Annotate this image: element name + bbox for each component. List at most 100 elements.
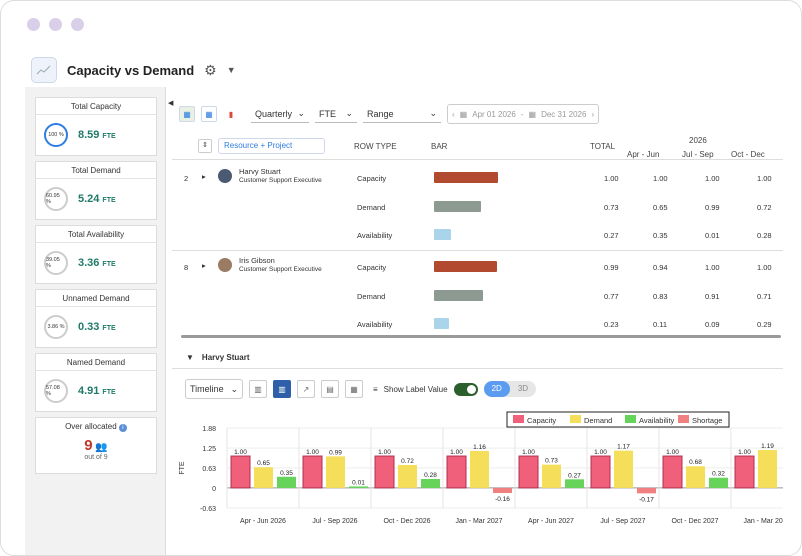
chevron-down-icon[interactable]: ▼ xyxy=(226,65,236,75)
data-label: 0.28 xyxy=(424,472,437,479)
data-label: 1.00 xyxy=(306,449,319,456)
window-dot[interactable] xyxy=(71,18,84,31)
horizontal-scrollbar[interactable] xyxy=(181,335,781,338)
data-label: 1.00 xyxy=(450,449,463,456)
kpi-unit: FTE xyxy=(102,197,116,204)
chevron-left-icon[interactable]: ‹ xyxy=(452,109,455,119)
grid-header: ⇕ Resource + Project ROW TYPE BAR TOTAL … xyxy=(172,133,783,160)
gear-icon[interactable]: ⚙ xyxy=(204,61,217,78)
q3-value: 0.28 xyxy=(757,231,772,240)
data-label: 1.00 xyxy=(594,449,607,456)
q1-value: 0.65 xyxy=(653,203,668,212)
y-tick-label: 1.88 xyxy=(202,426,216,433)
collapse-arrow-icon[interactable]: ◀ xyxy=(168,100,174,107)
chart-bar-capacity xyxy=(302,455,323,489)
data-label: 1.00 xyxy=(234,449,247,456)
chart-bar-demand xyxy=(758,449,777,488)
x-tick-label: Apr - Jun 2027 xyxy=(528,518,574,525)
kpi-value: 4.91 xyxy=(78,385,100,397)
unit-label: FTE xyxy=(319,108,336,119)
avatar xyxy=(218,169,232,183)
kpi-card-total-availability: Total Availability 39.05 % 3.36 FTE xyxy=(35,225,157,284)
demand-bar xyxy=(434,201,481,212)
total-value: 0.77 xyxy=(604,292,619,301)
detail-header: ▼ Harvy Stuart xyxy=(172,347,783,369)
legend-swatch xyxy=(570,415,581,423)
stacked-bar-icon[interactable]: ▦ xyxy=(345,380,363,398)
kpi-card-over-allocated: Over allocated i 9 👥 out of 9 xyxy=(35,417,157,474)
window-controls xyxy=(27,18,84,31)
chevron-right-icon[interactable]: › xyxy=(591,109,595,119)
grid-chart-view-icon[interactable]: ▦ xyxy=(179,106,195,122)
line-chart-icon[interactable]: ↗ xyxy=(297,380,315,398)
over-allocated-count: 9 xyxy=(84,437,93,454)
kpi-card-named-demand: Named Demand 57.08 % 4.91 FTE xyxy=(35,353,157,412)
bar-chart-icon[interactable]: ▥ xyxy=(249,380,267,398)
legend-label: Demand xyxy=(584,416,612,425)
person-name: Harvy Stuart xyxy=(239,167,281,176)
2d-option[interactable]: 2D xyxy=(483,381,510,397)
over-allocated-sub: out of 9 xyxy=(84,454,108,461)
legend-swatch xyxy=(678,415,689,423)
col-total: TOTAL xyxy=(590,142,616,151)
chevron-down-icon: ⌄ xyxy=(345,108,353,118)
date-range-picker[interactable]: ‹ ▦ Apr 01 2026 - ▦ Dec 31 2026 › xyxy=(447,104,600,124)
window-dot[interactable] xyxy=(49,18,62,31)
grid-view-icon[interactable]: ▦ xyxy=(201,106,217,122)
pane-divider[interactable] xyxy=(165,87,166,555)
q2-value: 1.00 xyxy=(705,174,720,183)
availability-bar xyxy=(434,229,451,240)
3d-option[interactable]: 3D xyxy=(517,384,529,393)
legend-swatch xyxy=(513,415,524,423)
view-select[interactable]: Timeline ⌄ xyxy=(185,379,243,399)
availability-bar xyxy=(434,318,449,329)
group-by-select[interactable]: Resource + Project xyxy=(218,138,325,154)
kpi-ring: 60.95 % xyxy=(44,187,68,211)
chart-bar-demand xyxy=(326,456,345,488)
timeline-chart: Capacity Demand Availability Shortage 1.88 1.… xyxy=(172,408,791,528)
data-label: 0.68 xyxy=(689,459,702,466)
chart-bar-availability xyxy=(349,486,368,488)
chart-view-icon[interactable]: ▮ xyxy=(228,109,234,119)
show-label-toggle[interactable] xyxy=(453,382,478,396)
total-value: 0.23 xyxy=(604,320,619,329)
q1-value: 0.35 xyxy=(653,231,668,240)
info-icon[interactable]: i xyxy=(118,424,127,432)
kpi-label: Total Demand xyxy=(36,162,156,179)
combo-chart-icon[interactable]: ▤ xyxy=(321,380,339,398)
x-tick-label: Oct - Dec 2026 xyxy=(383,518,430,525)
expand-icon[interactable]: ▸ xyxy=(202,261,206,270)
q1-value: 0.94 xyxy=(653,263,668,272)
kpi-value: 8.59 xyxy=(78,129,100,141)
x-tick-label: Jan - Mar 2027 xyxy=(455,518,502,525)
chevron-down-icon: ⌄ xyxy=(429,108,437,118)
kpi-ring: 57.08 % xyxy=(44,379,68,403)
page-title: Capacity vs Demand xyxy=(67,62,195,78)
q2-value: 0.09 xyxy=(705,320,720,329)
period-select[interactable]: Quarterly ⌄ xyxy=(251,105,309,123)
total-value: 0.99 xyxy=(604,263,619,272)
chart-app-icon xyxy=(31,57,57,83)
end-date[interactable]: Dec 31 2026 xyxy=(541,109,587,119)
grouped-bar-icon[interactable]: ▥ xyxy=(273,380,291,398)
chart-bar-capacity xyxy=(590,455,611,489)
q1-value: 0.11 xyxy=(653,320,668,329)
range-select[interactable]: Range ⌄ xyxy=(363,105,441,123)
legend-label: Shortage xyxy=(692,416,722,425)
chart-bar-demand xyxy=(614,450,633,488)
window-dot[interactable] xyxy=(27,18,40,31)
sort-icon[interactable]: ⇕ xyxy=(198,139,212,153)
expand-icon[interactable]: ▸ xyxy=(202,172,206,181)
col-q1: Apr - Jun xyxy=(627,150,660,159)
kpi-value: 0.33 xyxy=(78,321,100,333)
dimension-toggle[interactable]: 2D 3D xyxy=(483,381,537,397)
start-date[interactable]: Apr 01 2026 xyxy=(472,109,516,119)
row-type-label: Availability xyxy=(357,231,393,240)
detail-title: Harvy Stuart xyxy=(201,353,250,362)
data-label: 1.00 xyxy=(378,449,391,456)
unit-select[interactable]: FTE ⌄ xyxy=(315,105,357,123)
kpi-label: Total Capacity xyxy=(36,98,156,115)
data-label: 0.35 xyxy=(280,470,293,477)
data-label: 1.19 xyxy=(761,443,774,450)
collapse-icon[interactable]: ▼ xyxy=(186,353,194,362)
